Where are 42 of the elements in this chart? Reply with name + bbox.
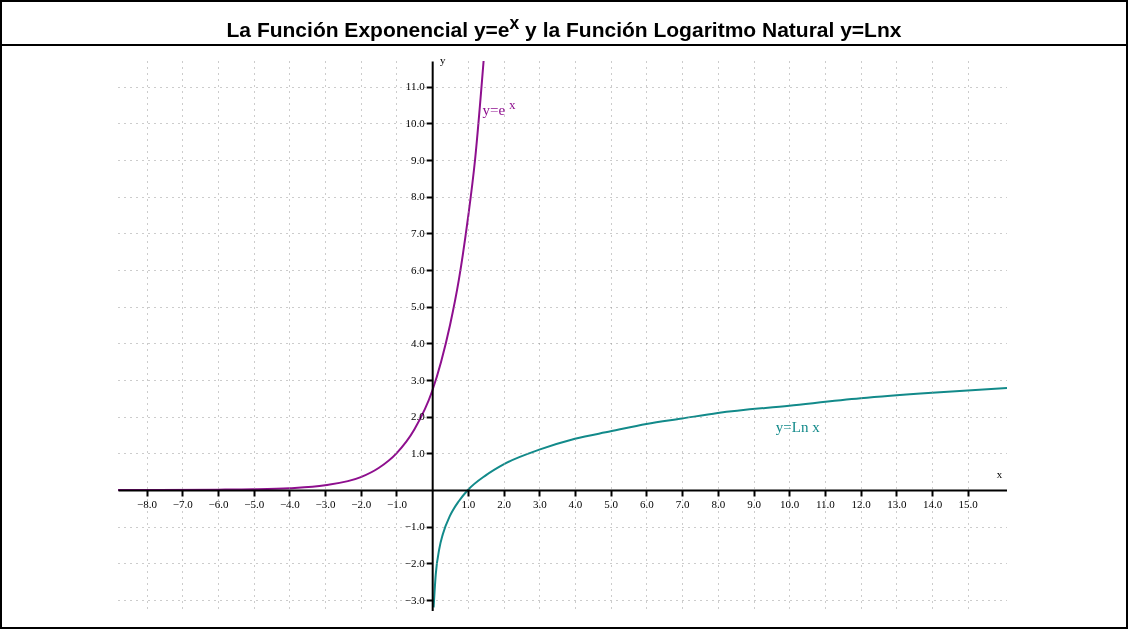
x-tick-label: −1.0 <box>387 497 408 510</box>
x-tick-label: 3.0 <box>532 497 548 510</box>
y-tick-label: 11.0 <box>405 80 426 93</box>
y-tick-label: 6.0 <box>410 263 426 276</box>
y-tick-label: 3.0 <box>410 373 426 386</box>
x-tick-label: −6.0 <box>208 497 229 510</box>
line-series <box>432 387 1007 609</box>
x-tick-label: −2.0 <box>351 497 372 510</box>
x-tick-label: 15.0 <box>958 497 979 510</box>
y-tick-label: −1.0 <box>404 520 426 533</box>
y-tick-label: 5.0 <box>410 300 426 313</box>
y-tick-label: 10.0 <box>405 116 426 129</box>
x-tick-label: 10.0 <box>780 497 800 510</box>
x-tick-label: −5.0 <box>244 497 265 510</box>
y-tick-label: 1.0 <box>410 446 426 459</box>
y-tick-label: 8.0 <box>410 190 426 203</box>
x-tick-label: −7.0 <box>172 497 194 510</box>
x-tick-label: 4.0 <box>568 497 583 510</box>
x-tick-label: 2.0 <box>497 497 512 510</box>
y-tick-label: −3.0 <box>404 593 426 606</box>
x-tick-label: 14.0 <box>922 497 943 510</box>
y-tick-label: 4.0 <box>410 336 426 349</box>
y-axis-title: y <box>439 53 446 66</box>
x-tick-label: 13.0 <box>887 497 907 510</box>
x-tick-label: −4.0 <box>279 497 301 510</box>
x-tick-label: 5.0 <box>604 497 619 510</box>
x-tick-label: 1.0 <box>461 497 476 510</box>
x-tick-label: 6.0 <box>640 497 655 510</box>
x-tick-label: −8.0 <box>137 497 158 510</box>
series-label: y=Ln x <box>775 418 820 436</box>
x-tick-label: −3.0 <box>315 497 337 510</box>
x-tick-label: 8.0 <box>711 497 726 510</box>
series-label: y=e$^{x}$ <box>482 97 516 119</box>
x-tick-label: 12.0 <box>851 497 872 510</box>
x-axis-title: x <box>996 467 1003 480</box>
x-tick-label: 9.0 <box>747 497 762 510</box>
y-tick-label: 9.0 <box>410 153 426 166</box>
x-tick-label: 7.0 <box>675 497 690 510</box>
x-tick-label: 11.0 <box>815 497 836 510</box>
y-tick-label: −2.0 <box>404 556 426 569</box>
y-tick-label: 7.0 <box>410 226 426 239</box>
chart-title: La Función Exponencial y=e$^{x}$ y la Función Logaritmo Natural y=Lnx <box>2 2 1126 46</box>
